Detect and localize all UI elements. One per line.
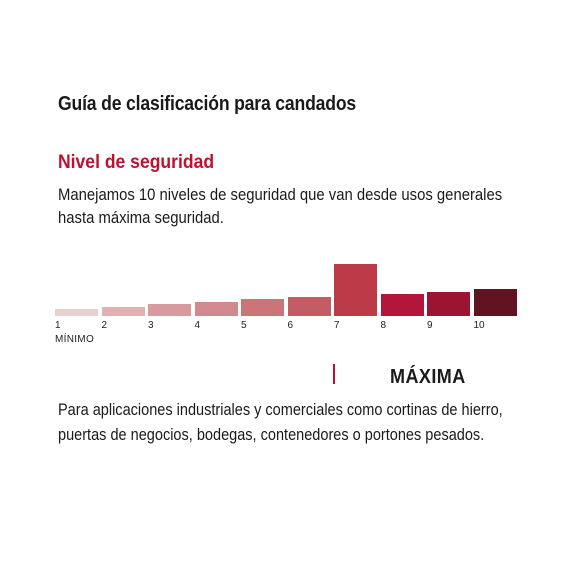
tick-label-8: 8 — [380, 320, 387, 331]
page-title: Guía de clasificación para candados — [58, 93, 357, 115]
chart-bar-level-2 — [101, 306, 145, 316]
chart-bar-level-6 — [287, 296, 331, 316]
security-level-chart: MÍNIMO 1 2 3 4 5 6 7 8 9 10 — [55, 250, 525, 350]
chart-bar-level-4 — [194, 301, 238, 316]
tick-label-5: 5 — [241, 320, 247, 331]
tick-label-2: 2 — [101, 320, 108, 331]
section-description: Manejamos 10 niveles de seguridad que va… — [58, 186, 503, 227]
chart-bar-level-3 — [148, 304, 191, 316]
section-subtitle: Nivel de seguridad — [58, 151, 215, 173]
tick-label-1: 1 — [55, 320, 61, 331]
tick-label-10: 10 — [473, 320, 485, 331]
tick-label-7: 7 — [334, 320, 340, 331]
chart-bar-level-5 — [241, 299, 284, 316]
min-label: MÍNIMO — [55, 334, 95, 345]
tick-label-9: 9 — [427, 320, 433, 331]
level-marker — [333, 364, 335, 384]
chart-bar-level-10 — [473, 289, 517, 316]
tick-label-6: 6 — [287, 320, 294, 331]
chart-bar-level-7 — [334, 264, 377, 316]
chart-bar-level-9 — [427, 291, 470, 316]
chart-bar-level-1 — [55, 309, 98, 316]
selected-level-label: MÁXIMA — [390, 366, 466, 388]
tick-label-3: 3 — [148, 320, 154, 331]
chart-bar-level-8 — [380, 294, 424, 316]
tick-label-4: 4 — [194, 320, 201, 331]
selected-level-description: Para aplicaciones industriales y comerci… — [58, 401, 503, 444]
